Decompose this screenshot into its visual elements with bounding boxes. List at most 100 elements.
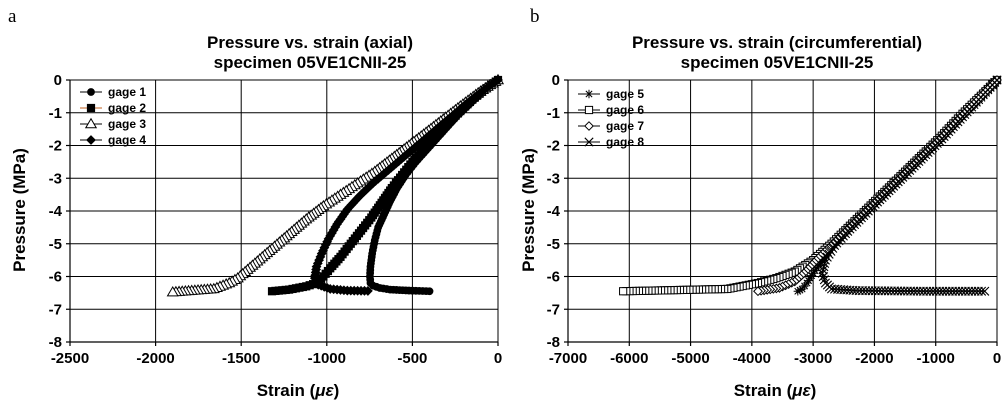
legend-entry: gage 3 xyxy=(80,117,146,131)
y-tick-label: -5 xyxy=(49,236,62,253)
series-gage-1 xyxy=(366,76,502,296)
legend-marker xyxy=(584,137,594,147)
data-point xyxy=(425,287,434,296)
data-point xyxy=(824,249,834,259)
chart-title-line2-a: specimen 05VE1CNII-25 xyxy=(214,53,407,72)
series-gage-2 xyxy=(267,75,503,296)
data-point xyxy=(941,286,951,296)
chart-title-line1-a: Pressure vs. strain (axial) xyxy=(207,33,413,52)
legend-marker xyxy=(584,105,594,115)
legend-marker xyxy=(584,121,594,131)
panel-letter-a: a xyxy=(8,6,17,27)
x-tick-label: -2500 xyxy=(51,350,89,367)
x-axis-label-a: Strain (με) xyxy=(257,381,340,400)
y-tick-label: -5 xyxy=(547,236,560,253)
data-point xyxy=(814,261,823,270)
legend-marker xyxy=(86,103,96,113)
legend-entry: gage 8 xyxy=(578,135,644,149)
legend-label: gage 3 xyxy=(108,117,146,131)
x-tick-label: -2000 xyxy=(855,350,893,367)
y-tick-label: -6 xyxy=(547,269,560,286)
data-point xyxy=(362,286,373,296)
data-point xyxy=(960,286,970,296)
data-point xyxy=(944,286,954,296)
y-tick-label: -6 xyxy=(49,269,62,286)
x-tick-label: -7000 xyxy=(549,350,587,367)
data-point xyxy=(805,273,815,283)
data-point xyxy=(826,246,836,256)
data-point xyxy=(797,284,807,294)
data-point xyxy=(934,286,945,296)
data-point xyxy=(980,286,990,296)
x-tick-label: -1000 xyxy=(308,350,346,367)
data-point xyxy=(918,286,929,296)
x-axis-label-a-unit: με xyxy=(314,381,334,400)
data-point xyxy=(964,286,974,296)
y-tick-label: -8 xyxy=(49,334,62,351)
y-tick-label: -7 xyxy=(547,301,560,318)
data-point xyxy=(931,286,941,296)
x-tick-label: -1500 xyxy=(222,350,260,367)
x-tick-label: -5000 xyxy=(671,350,709,367)
data-point xyxy=(817,268,827,278)
ticks-b: 0 -1 -2 -3 -4 -5 -6 -7 -8-7000 -6000 -5000 -4000 -30… xyxy=(547,72,1002,367)
y-tick-label: 0 xyxy=(552,72,560,89)
legend-entry: gage 2 xyxy=(80,101,146,115)
legend-label: gage 5 xyxy=(606,87,644,101)
y-tick-label: -7 xyxy=(49,301,62,318)
data-point xyxy=(818,271,828,282)
data-point xyxy=(967,286,977,296)
data-point xyxy=(818,255,827,265)
x-tick-label: -4000 xyxy=(733,350,771,367)
data-point xyxy=(915,286,925,296)
y-tick-label: -2 xyxy=(49,138,62,155)
data-point xyxy=(822,252,832,262)
data-point xyxy=(753,286,763,297)
legend-label: gage 7 xyxy=(606,119,644,133)
x-axis-label-a-close: ) xyxy=(334,381,340,400)
x-tick-label: -6000 xyxy=(610,350,648,367)
legend-label: gage 6 xyxy=(606,103,644,117)
data-point xyxy=(830,240,840,250)
x-tick-label: 0 xyxy=(993,350,1001,367)
data-point xyxy=(812,263,822,273)
data-point xyxy=(922,286,932,296)
y-tick-label: -4 xyxy=(49,203,63,220)
series-gage-8 xyxy=(817,75,1002,296)
data-point xyxy=(808,269,818,278)
legend-label: gage 1 xyxy=(108,85,146,99)
legend-marker xyxy=(584,89,594,99)
legend-entry: gage 6 xyxy=(578,103,644,117)
y-tick-label: -3 xyxy=(49,170,62,187)
x-axis-label-b-close: ) xyxy=(811,381,817,400)
ticks-a: 0 -1 -2 -3 -4 -5 -6 -7 -8-2500 -2000 -1500 -1000 -50… xyxy=(49,72,503,367)
y-tick-label: -4 xyxy=(547,203,561,220)
data-point xyxy=(166,286,179,297)
chart-title-line1-b: Pressure vs. strain (circumferential) xyxy=(632,33,922,52)
data-point xyxy=(970,286,980,296)
data-point xyxy=(954,286,964,296)
series-a xyxy=(166,73,505,297)
x-axis-label-b-unit: με xyxy=(791,381,811,400)
data-point xyxy=(828,243,838,253)
x-axis-label-a-text: Strain ( xyxy=(257,381,316,400)
data-point xyxy=(957,286,967,296)
data-point xyxy=(810,266,820,275)
x-axis-label-b: Strain (με) xyxy=(734,381,817,400)
data-point xyxy=(819,275,829,285)
y-axis-label-a: Pressure (MPa) xyxy=(10,148,29,272)
data-point xyxy=(795,285,805,295)
y-axis-label-b: Pressure (MPa) xyxy=(519,148,538,272)
y-tick-label: -3 xyxy=(547,170,560,187)
panel-letter-b: b xyxy=(530,6,540,27)
data-point xyxy=(267,287,277,296)
data-point xyxy=(804,276,813,285)
data-point xyxy=(973,286,983,296)
legend-entry: gage 1 xyxy=(80,85,146,99)
data-point xyxy=(976,286,987,296)
y-tick-label: -1 xyxy=(49,105,62,122)
legend-entry: gage 5 xyxy=(578,87,644,101)
legend-marker xyxy=(86,135,96,145)
data-point xyxy=(938,286,948,296)
legend-label: gage 8 xyxy=(606,135,644,149)
